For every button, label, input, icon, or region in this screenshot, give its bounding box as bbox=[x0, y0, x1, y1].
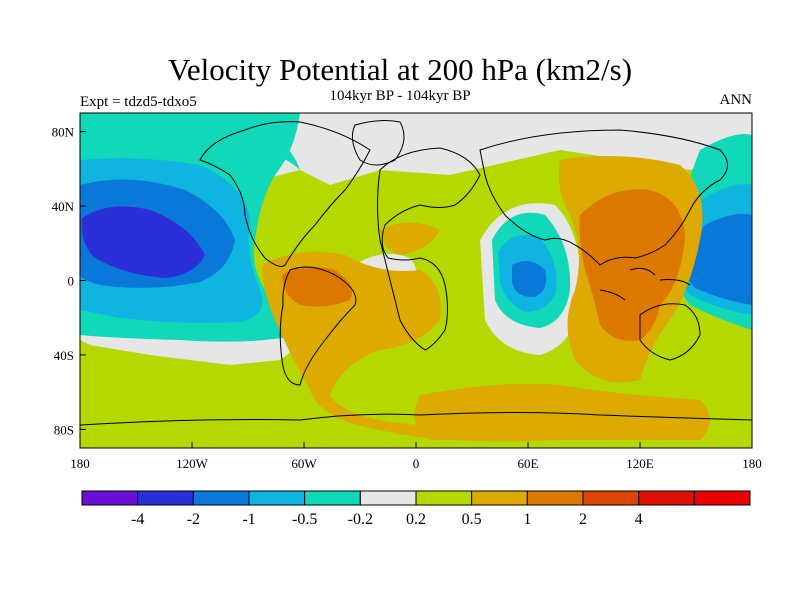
season-label: ANN bbox=[719, 92, 753, 108]
field-orange-atlantic-upper bbox=[380, 222, 440, 255]
x-tick-label: 180 bbox=[70, 456, 90, 471]
coast-antarctica bbox=[80, 412, 752, 426]
x-axis: 180 120W 60W 0 60E 120E 180 bbox=[70, 442, 762, 471]
colorbar-label: -0.2 bbox=[348, 511, 373, 528]
y-tick-label: 80N bbox=[52, 125, 75, 140]
colorbar-label: -4 bbox=[131, 511, 144, 528]
colorbar-label: -0.5 bbox=[292, 511, 317, 528]
coast-australia bbox=[639, 303, 701, 361]
colorbar-label: 0.5 bbox=[462, 511, 482, 528]
colorbar-label: 1 bbox=[523, 511, 531, 528]
colorbar-swatch bbox=[137, 490, 194, 506]
colorbar-swatch bbox=[248, 490, 306, 506]
y-tick-label: 0 bbox=[68, 274, 75, 289]
figure-title: Velocity Potential at 200 hPa (km2/s) bbox=[167, 52, 633, 87]
velocity-potential-field bbox=[80, 113, 752, 448]
y-tick-label: 80S bbox=[54, 422, 74, 437]
colorbar-label: 4 bbox=[635, 511, 643, 528]
field-orange-atlantic bbox=[262, 251, 700, 442]
coast-maritime bbox=[599, 267, 691, 301]
colorbar-swatch bbox=[192, 490, 250, 506]
colorbar-label: -2 bbox=[187, 511, 200, 528]
field-blue-indian bbox=[512, 261, 547, 298]
y-tick-label: 40S bbox=[54, 348, 74, 363]
colorbar-swatch bbox=[81, 490, 139, 506]
y-tick-label: 40N bbox=[52, 199, 75, 214]
x-tick-label: 120E bbox=[626, 456, 654, 471]
coast-asia bbox=[479, 129, 728, 266]
colorbar-swatch bbox=[359, 490, 417, 506]
y-axis: 80N 40N 0 40S 80S bbox=[52, 125, 86, 437]
coast-north-america bbox=[199, 121, 371, 267]
coastlines bbox=[80, 120, 752, 426]
coast-south-america bbox=[279, 266, 357, 386]
coast-europe-africa bbox=[377, 147, 481, 351]
field-darkorange-amazon bbox=[282, 266, 353, 307]
x-tick-label: 120W bbox=[176, 456, 209, 471]
field-orange-southern bbox=[414, 383, 710, 440]
field-cyan-strip bbox=[250, 120, 300, 170]
colorbar-swatch bbox=[415, 490, 473, 506]
figure-subtitle: 104kyr BP - 104kyr BP bbox=[329, 88, 471, 104]
colorbar-label: -1 bbox=[242, 511, 255, 528]
field-darkorange-asia bbox=[579, 189, 685, 341]
x-tick-label: 60E bbox=[518, 456, 539, 471]
field-darkblue-pacific bbox=[81, 206, 205, 278]
colorbar-swatch bbox=[582, 490, 640, 506]
colorbar-swatch bbox=[471, 490, 528, 506]
colorbar-swatch bbox=[526, 490, 584, 506]
experiment-label: Expt = tdzd5-tdxo5 bbox=[80, 94, 197, 110]
colorbar: -4 -2 -1 -0.5 -0.2 0.2 0.5 1 2 4 bbox=[81, 490, 751, 528]
colorbar-swatch bbox=[638, 490, 695, 506]
x-tick-label: 0 bbox=[413, 456, 420, 471]
colorbar-swatch bbox=[304, 490, 361, 506]
coast-greenland bbox=[351, 120, 405, 166]
colorbar-swatch bbox=[693, 490, 751, 506]
x-tick-label: 180 bbox=[742, 456, 762, 471]
colorbar-label: 0.2 bbox=[406, 511, 426, 528]
x-tick-label: 60W bbox=[291, 456, 317, 471]
colorbar-label: 2 bbox=[579, 511, 587, 528]
